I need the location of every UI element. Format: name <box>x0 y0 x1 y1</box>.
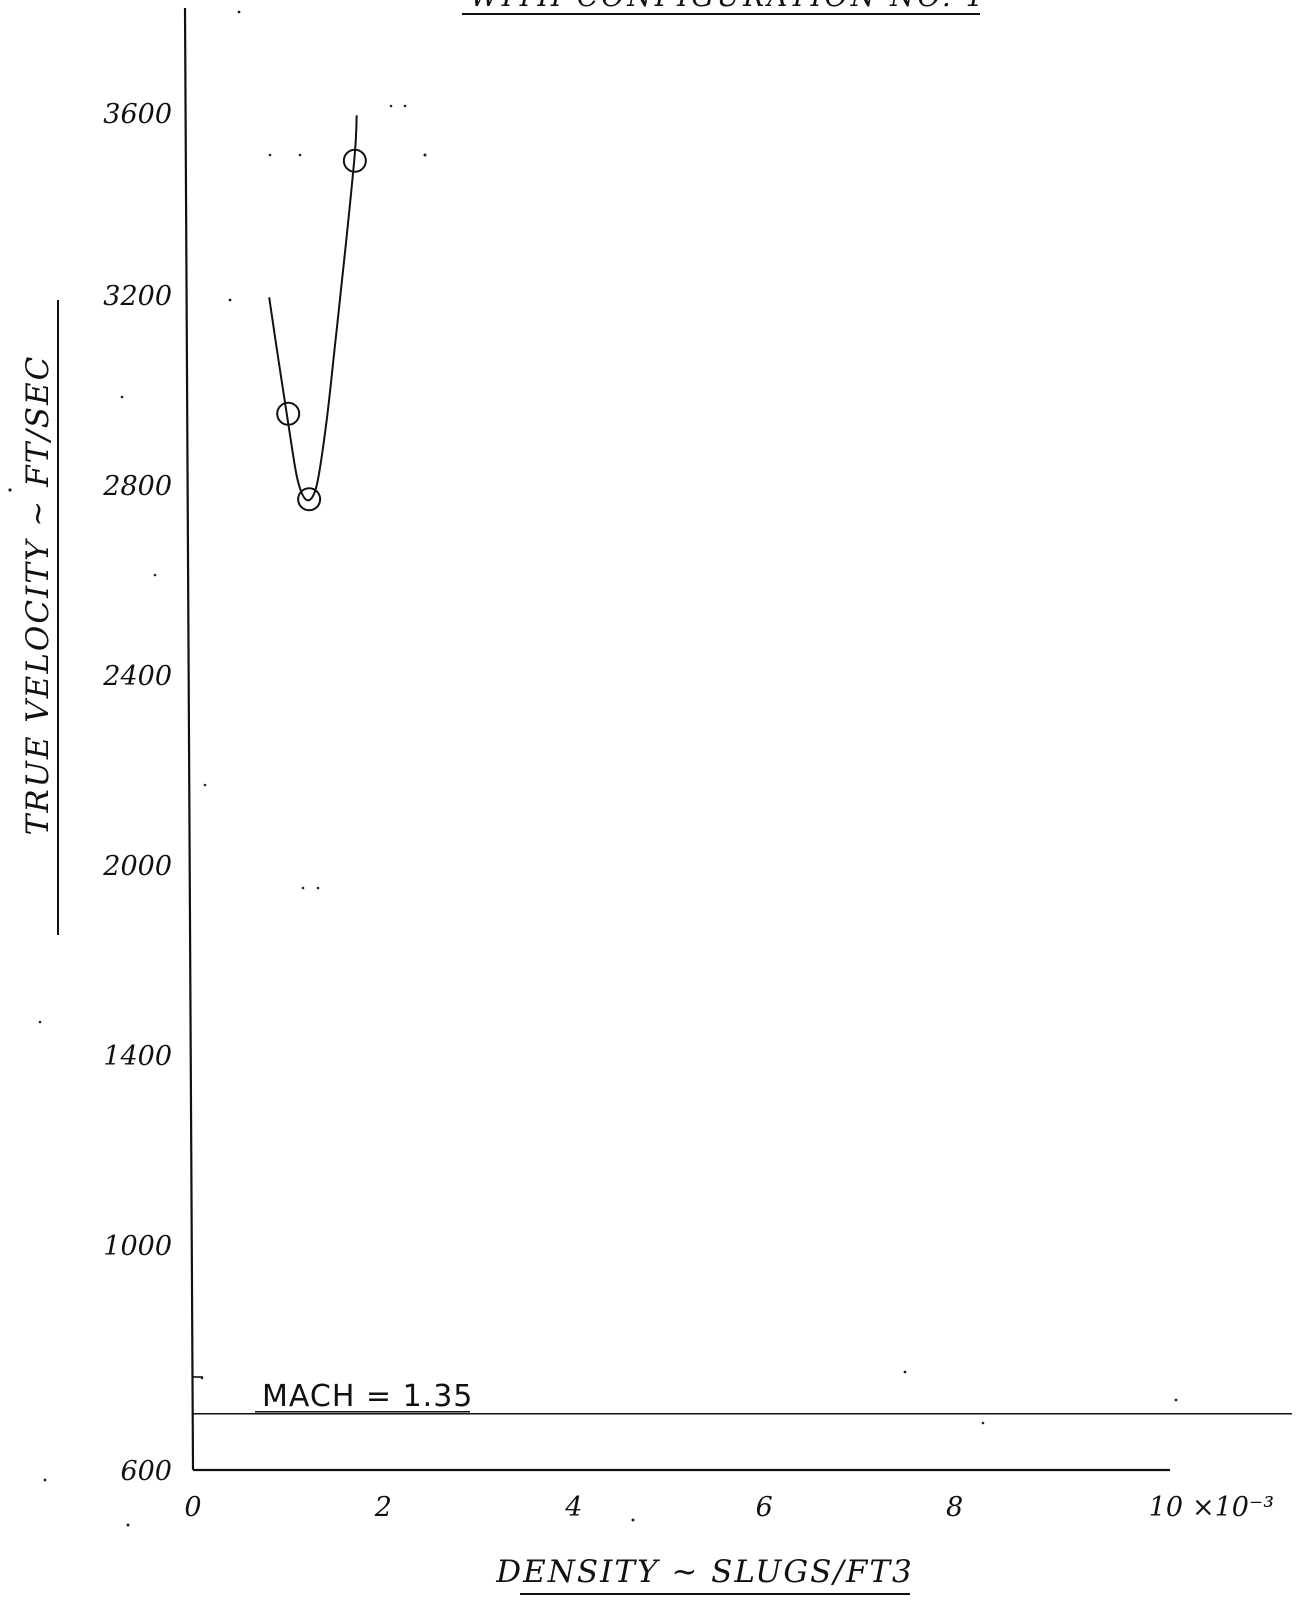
x-tick-labels: 0 2 4 6 8 10 <box>184 1492 1183 1523</box>
y-tick-label: 2800 <box>102 471 172 502</box>
y-tick-labels: 600 1000 1400 2000 2400 2800 3200 3600 <box>102 99 203 1487</box>
x-tick-label: 0 <box>184 1492 201 1523</box>
x-tick-label: 6 <box>756 1492 773 1523</box>
x-tick-label: 10 <box>1149 1492 1183 1523</box>
y-tick-label: 1000 <box>103 1231 172 1262</box>
y-tick-label: 600 <box>120 1456 172 1487</box>
y-tick-label: 3600 <box>103 99 172 130</box>
data-point <box>297 487 322 512</box>
y-axis-label: TRUE VELOCITY ~ FT/SEC <box>20 355 56 836</box>
x-tick-label: 8 <box>946 1492 963 1523</box>
y-tick-label: 1400 <box>103 1041 172 1072</box>
mach-reference-label: MACH = 1.35 <box>262 1379 473 1414</box>
series-layer <box>268 115 367 512</box>
y-tick-label: 2000 <box>102 851 172 882</box>
y-tick-label: 3200 <box>103 281 172 312</box>
x-tick-label: 4 <box>564 1492 582 1523</box>
data-point <box>276 401 301 426</box>
x-tick-label: 2 <box>374 1492 392 1523</box>
chart-title: WITH CONFIGURATION NO. 1 <box>470 0 986 13</box>
y-tick-label: 2400 <box>102 661 172 692</box>
x-multiplier-label: ×10⁻³ <box>1192 1492 1274 1523</box>
data-point <box>342 148 367 173</box>
y-axis <box>183 7 195 1471</box>
scan-specks <box>8 10 1178 1527</box>
fitted-curve <box>268 115 358 502</box>
x-axis-label: DENSITY ~ SLUGS/FT3 <box>495 1554 914 1590</box>
